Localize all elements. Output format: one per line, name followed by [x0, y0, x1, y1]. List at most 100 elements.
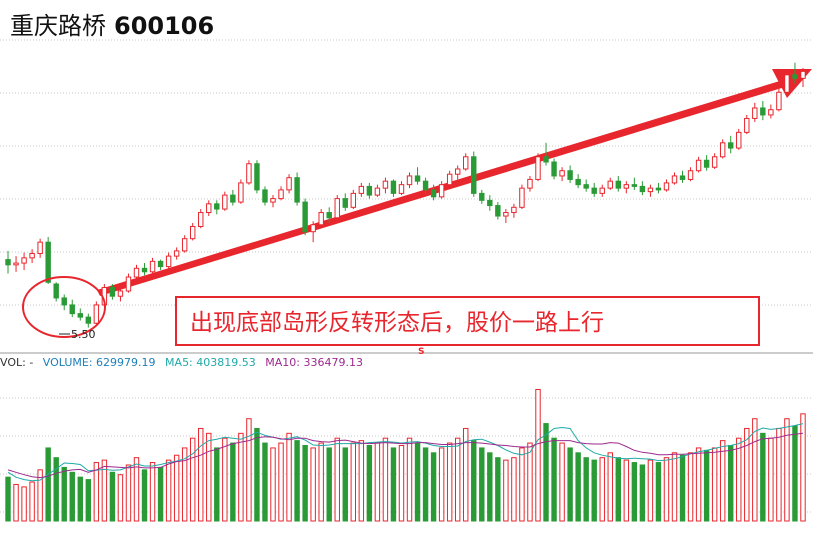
volume-bar — [760, 432, 766, 522]
candle — [463, 153, 469, 171]
candle-body — [776, 91, 782, 111]
candle — [800, 67, 806, 88]
volume-bar — [165, 459, 172, 522]
candle-body — [173, 250, 180, 257]
volume-bar — [61, 466, 67, 522]
candle-body — [422, 180, 429, 191]
candle — [358, 182, 365, 197]
volume-bar — [583, 457, 589, 522]
candle — [623, 181, 630, 194]
candle — [318, 209, 324, 229]
candle-body — [495, 205, 501, 217]
candle-body — [479, 192, 485, 201]
volume-bar — [149, 462, 156, 522]
candle-body — [679, 175, 686, 180]
volume-bar — [334, 437, 340, 522]
volume-bar — [286, 432, 292, 522]
volume-bar — [527, 442, 533, 522]
candle — [198, 209, 204, 229]
annotation-text: 出现底部岛形反转形态后，股价一路上行 — [190, 310, 604, 336]
candle-body — [623, 184, 630, 189]
candle-body — [117, 290, 124, 297]
volume-bar — [567, 447, 573, 522]
volume-bar — [93, 462, 100, 522]
candle-body — [374, 187, 381, 196]
candle — [382, 177, 389, 194]
candle — [511, 203, 517, 218]
candle-body — [768, 109, 774, 116]
candle-body — [165, 255, 172, 268]
candle — [61, 294, 67, 311]
candle — [719, 139, 726, 159]
candle-body — [294, 177, 300, 203]
candle — [647, 184, 654, 197]
candle — [752, 102, 758, 122]
volume-bar — [543, 423, 549, 522]
candle — [615, 175, 622, 192]
volume-bar — [350, 442, 357, 522]
volume-bar — [695, 447, 702, 522]
volume-bar — [382, 437, 389, 522]
volume-bar — [230, 442, 236, 522]
volume-bar — [776, 427, 782, 522]
candle-body — [519, 187, 525, 208]
candle-body — [326, 212, 332, 219]
candle-body — [487, 199, 493, 207]
candle — [254, 160, 260, 194]
candle — [519, 184, 525, 210]
candle — [85, 313, 92, 328]
candle-body — [607, 180, 613, 189]
candle-body — [5, 259, 11, 266]
candle-body — [222, 194, 228, 210]
candle-body — [463, 156, 469, 170]
candle-body — [438, 184, 445, 198]
candle — [639, 181, 646, 196]
candle-body — [599, 187, 605, 194]
candle-body — [744, 117, 750, 133]
volume-bar — [728, 445, 734, 522]
volume-bar — [711, 447, 718, 522]
volume-bar — [53, 457, 59, 522]
page-title: 重庆路桥 600106 — [10, 6, 214, 41]
volume-bar — [535, 388, 541, 522]
volume-bar — [663, 457, 670, 522]
volume-bar — [551, 437, 557, 522]
volume-bar — [318, 442, 324, 522]
candle-body — [511, 206, 517, 214]
candle-body — [551, 161, 557, 177]
candle-body — [695, 159, 702, 172]
candle — [728, 135, 734, 154]
candle-body — [61, 297, 67, 306]
candle-body — [736, 131, 742, 149]
candle-body — [390, 180, 397, 194]
candle-body — [535, 156, 541, 180]
volume-bar — [615, 457, 622, 522]
candle — [663, 179, 670, 192]
volume-bar — [390, 447, 397, 522]
candle-body — [77, 313, 83, 318]
candle — [567, 165, 573, 183]
volume-bar — [679, 454, 686, 522]
candle-body — [37, 241, 43, 255]
volume-bar — [575, 452, 581, 522]
candle-body — [270, 198, 276, 203]
candle — [286, 174, 292, 194]
candle — [406, 172, 413, 189]
candle — [206, 200, 212, 217]
volume-ma-lines — [7, 423, 804, 482]
vol-volume: VOLUME: 629979.19 — [42, 356, 156, 369]
candle — [703, 155, 710, 171]
volume-bar — [591, 459, 597, 522]
volume-bar — [647, 459, 654, 522]
candle-body — [254, 163, 260, 191]
candle-body — [639, 185, 646, 193]
volume-bar — [792, 425, 798, 522]
candle-body — [366, 185, 373, 196]
candle — [238, 179, 244, 204]
candle — [607, 177, 613, 190]
volume-bar — [463, 427, 469, 522]
volume-bar — [366, 445, 373, 522]
volume-bar — [45, 447, 51, 522]
vol-prefix: VOL: - — [0, 356, 34, 369]
candle — [495, 202, 501, 220]
